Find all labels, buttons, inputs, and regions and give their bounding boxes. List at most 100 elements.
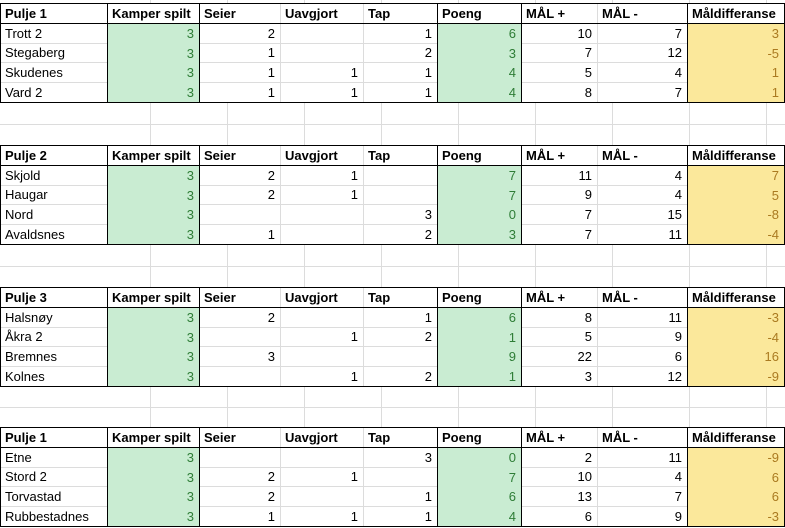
points-cell[interactable]: 7	[437, 185, 522, 205]
losses-cell[interactable]: 2	[363, 327, 437, 347]
losses-cell[interactable]: 1	[363, 506, 437, 526]
wins-cell[interactable]: 1	[267, 226, 275, 242]
team-name-cell[interactable]: Avaldsnes	[5, 226, 65, 242]
team-name-cell[interactable]: Åkra 2	[1, 328, 107, 347]
column-header-cell[interactable]: Tap	[363, 146, 437, 165]
goals-against-cell[interactable]: 12	[597, 43, 687, 63]
goals-against-cell[interactable]: 12	[597, 366, 687, 386]
losses-cell[interactable]: 3	[363, 205, 437, 225]
column-header-cell[interactable]: Uavgjort	[280, 146, 363, 165]
goals-against-cell[interactable]: 7	[597, 24, 687, 44]
goal-difference-cell[interactable]: -5	[687, 43, 784, 63]
goal-difference-cell[interactable]: 5	[687, 185, 784, 205]
draws-cell[interactable]: 1	[280, 366, 363, 386]
goals-against-cell[interactable]: 6	[597, 347, 687, 367]
column-header-cell[interactable]: Kamper spilt	[107, 4, 200, 23]
draws-cell[interactable]: 1	[280, 327, 363, 347]
team-name-cell[interactable]: Vard 2	[5, 84, 43, 100]
pool-title-cell[interactable]: Pulje 2	[5, 148, 47, 163]
draws-cell[interactable]: 1	[280, 506, 363, 526]
games-played-cell[interactable]: 3	[107, 448, 200, 468]
games-played-cell[interactable]: 3	[107, 308, 200, 328]
goal-difference-cell[interactable]: 7	[687, 166, 784, 186]
goals-for-cell[interactable]: 7	[522, 44, 597, 63]
losses-cell[interactable]: 1	[363, 82, 437, 102]
column-header-cell[interactable]: MÅL +	[526, 6, 566, 21]
goal-difference-cell[interactable]: 1	[687, 63, 784, 83]
points-cell[interactable]: 3	[437, 43, 522, 63]
goals-against-cell[interactable]: 4	[597, 166, 687, 186]
pool-title-cell[interactable]: Pulje 3	[5, 290, 47, 305]
games-played-cell[interactable]: 3	[107, 166, 200, 186]
team-name-cell[interactable]: Skudenes	[1, 63, 107, 83]
goal-difference-cell[interactable]: -9	[687, 366, 784, 386]
team-name-cell[interactable]: Bremnes	[1, 347, 107, 367]
column-header-cell[interactable]: Uavgjort	[280, 4, 363, 23]
column-header-cell[interactable]: Måldifferanse	[687, 288, 784, 307]
losses-cell[interactable]: 2	[363, 366, 437, 386]
column-header-cell[interactable]: Tap	[363, 428, 437, 447]
pool-title-cell[interactable]: Pulje 1	[5, 6, 47, 21]
games-played-cell[interactable]: 3	[107, 205, 200, 225]
column-header-cell[interactable]: MÅL -	[597, 146, 687, 165]
goals-against-cell[interactable]: 15	[597, 205, 687, 225]
column-header-cell[interactable]: Måldifferanse	[687, 4, 784, 23]
wins-cell[interactable]	[200, 328, 280, 347]
column-header-cell[interactable]: Poeng	[437, 146, 522, 165]
wins-cell[interactable]: 1	[267, 508, 275, 524]
draws-cell[interactable]	[280, 224, 363, 244]
goal-difference-cell[interactable]: -8	[687, 205, 784, 225]
column-header-cell[interactable]: Seier	[204, 6, 236, 21]
team-name-cell[interactable]: Stord 2	[1, 468, 107, 487]
empty-spreadsheet-rows[interactable]	[0, 245, 785, 287]
wins-cell[interactable]	[200, 205, 280, 225]
wins-cell[interactable]: 2	[200, 166, 280, 186]
points-cell[interactable]: 0	[437, 448, 522, 468]
column-header-cell[interactable]: Tap	[363, 4, 437, 23]
games-played-cell[interactable]: 3	[107, 467, 200, 487]
points-cell[interactable]: 4	[437, 82, 522, 102]
column-header-cell[interactable]: MÅL -	[597, 4, 687, 23]
wins-cell[interactable]	[200, 448, 280, 468]
column-header-cell[interactable]: Seier	[204, 430, 236, 445]
draws-cell[interactable]: 1	[280, 63, 363, 83]
wins-cell[interactable]	[200, 367, 280, 387]
losses-cell[interactable]	[363, 467, 437, 487]
goal-difference-cell[interactable]: 6	[687, 467, 784, 487]
team-name-cell[interactable]: Torvastad	[1, 487, 107, 507]
losses-cell[interactable]: 2	[363, 224, 437, 244]
goals-for-cell[interactable]: 7	[584, 226, 592, 242]
goals-for-cell[interactable]: 5	[522, 328, 597, 347]
goals-against-cell[interactable]: 7	[597, 487, 687, 507]
goal-difference-cell[interactable]: -4	[687, 327, 784, 347]
points-cell[interactable]: 7	[437, 166, 522, 186]
team-name-cell[interactable]: Kolnes	[5, 368, 45, 384]
wins-cell[interactable]: 2	[200, 24, 280, 44]
pool-title-cell[interactable]: Pulje 1	[5, 430, 47, 445]
losses-cell[interactable]: 3	[363, 448, 437, 468]
goals-for-cell[interactable]: 10	[522, 468, 597, 487]
draws-cell[interactable]: 1	[280, 166, 363, 186]
goals-for-cell[interactable]: 3	[584, 368, 592, 384]
team-name-cell[interactable]: Nord	[1, 205, 107, 225]
losses-cell[interactable]	[363, 347, 437, 367]
goals-against-cell[interactable]: 11	[597, 448, 687, 468]
column-header-cell[interactable]: MÅL +	[526, 430, 566, 445]
goals-against-cell[interactable]: 4	[597, 185, 687, 205]
column-header-cell[interactable]: Kamper spilt	[107, 288, 200, 307]
goals-for-cell[interactable]: 2	[522, 448, 597, 468]
goals-against-cell[interactable]: 11	[597, 224, 687, 244]
column-header-cell[interactable]: Poeng	[437, 288, 522, 307]
points-cell[interactable]: 0	[437, 205, 522, 225]
draws-cell[interactable]	[280, 487, 363, 507]
goals-for-cell[interactable]: 9	[522, 186, 597, 205]
goal-difference-cell[interactable]: 1	[687, 82, 784, 102]
points-cell[interactable]: 9	[437, 347, 522, 367]
column-header-cell[interactable]: Seier	[204, 290, 236, 305]
goal-difference-cell[interactable]: 16	[687, 347, 784, 367]
column-header-cell[interactable]: Seier	[204, 148, 236, 163]
goals-against-cell[interactable]: 11	[597, 308, 687, 328]
losses-cell[interactable]: 1	[363, 487, 437, 507]
goal-difference-cell[interactable]: 6	[687, 487, 784, 507]
wins-cell[interactable]: 2	[200, 468, 280, 487]
